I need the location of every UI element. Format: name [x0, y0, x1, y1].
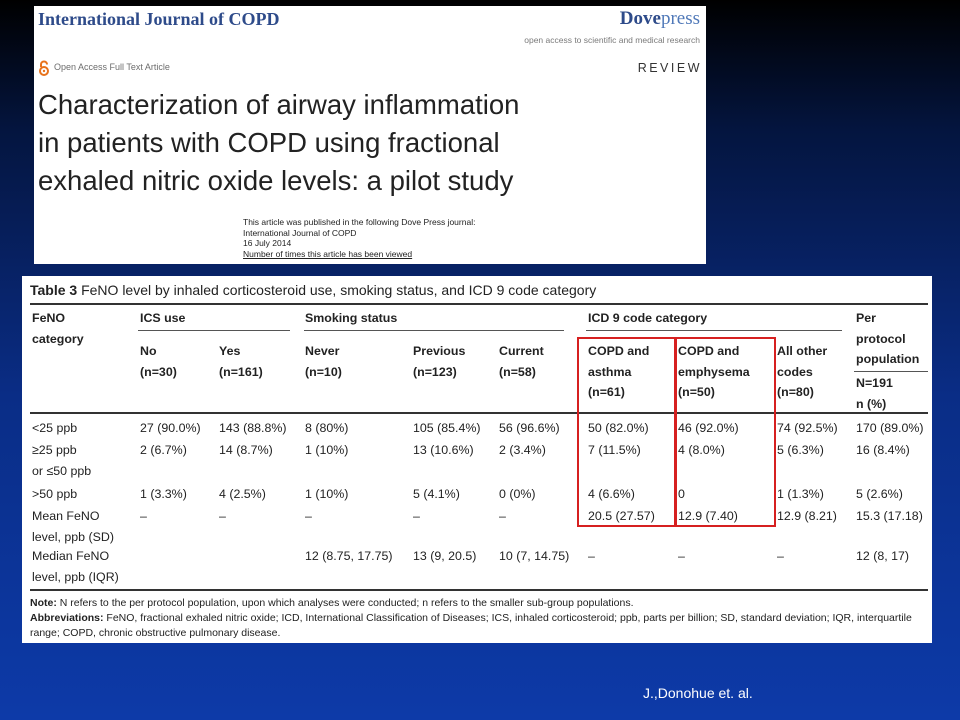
header-feno-category: FeNO category: [32, 311, 84, 346]
table-cell: 170 (89.0%): [856, 421, 924, 435]
table-cell: 13 (10.6%): [413, 443, 474, 457]
icd-group-rule: [586, 330, 842, 331]
table-cell: –: [499, 509, 506, 523]
row-label: <25 ppb: [32, 421, 78, 435]
table-cell: 15.3 (17.18): [856, 509, 923, 523]
header-per-protocol: Per protocol population: [856, 311, 920, 366]
highlight-box-copd-emphysema: [675, 337, 776, 527]
table-top-rule: [30, 303, 928, 305]
table-cell: 5 (6.3%): [777, 443, 824, 457]
table-cell: 56 (96.6%): [499, 421, 560, 435]
journal-name: International Journal of COPD: [38, 9, 280, 29]
table-cell: 1 (3.3%): [140, 487, 187, 501]
table-cell: 1 (10%): [305, 443, 349, 457]
table-panel: Table 3 FeNO level by inhaled corticoste…: [22, 276, 932, 643]
article-type: REVIEW: [637, 61, 702, 75]
table-cell: 105 (85.4%): [413, 421, 481, 435]
article-header: International Journal of COPD Dovepress …: [34, 6, 706, 264]
table-cell: 8 (80%): [305, 421, 349, 435]
table-cell: –: [588, 549, 595, 563]
subheader-smoking-never: Never (n=10): [305, 344, 342, 379]
table-cell: 20.5 (27.57): [588, 509, 655, 523]
table-cell: 13 (9, 20.5): [413, 549, 477, 563]
article-title: Characterization of airway inflammation …: [38, 86, 698, 200]
table-cell: 1 (1.3%): [777, 487, 824, 501]
table-notes: Note: N refers to the per protocol popul…: [30, 596, 928, 641]
table-cell: 12 (8, 17): [856, 549, 910, 563]
table-cell: 14 (8.7%): [219, 443, 273, 457]
subheader-copd-emphysema: COPD and emphysema (n=50): [678, 344, 750, 399]
subheader-all-other-codes: All other codes (n=80): [777, 344, 828, 399]
table-caption-text: FeNO level by inhaled corticosteroid use…: [77, 282, 597, 298]
highlight-box-copd-asthma: [577, 337, 676, 527]
table-cell: 12.9 (8.21): [777, 509, 837, 523]
table-cell: –: [140, 509, 147, 523]
publisher-logo-part1: Dove: [619, 8, 661, 29]
table-cell: 4 (2.5%): [219, 487, 266, 501]
article-title-line: in patients with COPD using fractional: [38, 127, 500, 158]
table-cell: 0: [678, 487, 685, 501]
table-cell: 16 (8.4%): [856, 443, 910, 457]
publisher-logo-part2: press: [660, 8, 700, 29]
table-note: Note: N refers to the per protocol popul…: [30, 597, 634, 609]
table-cell: 4 (8.0%): [678, 443, 725, 457]
publication-info: This article was published in the follow…: [243, 217, 475, 259]
subheader-smoking-previous: Previous (n=123): [413, 344, 466, 379]
table-cell: –: [678, 549, 685, 563]
publication-date: 16 July 2014: [243, 238, 292, 248]
publication-info-journal: International Journal of COPD: [243, 227, 357, 238]
header-smoking-status: Smoking status: [305, 311, 398, 325]
table-cell: 12 (8.75, 17.75): [305, 549, 393, 563]
table-cell: 0 (0%): [499, 487, 536, 501]
table-cell: –: [219, 509, 226, 523]
publisher-logo: Dovepress: [620, 8, 700, 30]
views-link[interactable]: Number of times this article has been vi…: [243, 248, 413, 259]
table-abbreviations: Abbreviations: FeNO, fractional exhaled …: [30, 612, 912, 639]
table-cell: 12.9 (7.40): [678, 509, 738, 523]
row-label: >50 ppb: [32, 487, 78, 501]
table-cell: 2 (3.4%): [499, 443, 546, 457]
row-label: Mean FeNO level, ppb (SD): [32, 509, 114, 544]
subheader-per-protocol-n: N=191 n (%): [856, 376, 893, 411]
publisher-tagline: open access to scientific and medical re…: [524, 35, 700, 45]
table-cell: –: [413, 509, 420, 523]
ics-group-rule: [138, 330, 290, 331]
table-cell: 2 (6.7%): [140, 443, 187, 457]
article-title-line: Characterization of airway inflammation: [38, 89, 520, 120]
subheader-smoking-current: Current (n=58): [499, 344, 544, 379]
open-access-lock-icon: [39, 60, 49, 76]
header-icd9-category: ICD 9 code category: [588, 311, 708, 325]
subheader-ics-yes: Yes (n=161): [219, 344, 263, 379]
table-cell: 10 (7, 14.75): [499, 549, 570, 563]
publication-info-line: This article was published in the follow…: [243, 217, 476, 227]
table-cell: 46 (92.0%): [678, 421, 739, 435]
row-label: ≥25 ppb or ≤50 ppb: [32, 443, 92, 478]
table-cell: 74 (92.5%): [777, 421, 838, 435]
table-cell: 50 (82.0%): [588, 421, 649, 435]
row-label: Median FeNO level, ppb (IQR): [32, 549, 119, 584]
table-cell: 7 (11.5%): [588, 443, 641, 457]
table-cell: –: [305, 509, 312, 523]
table-cell: 5 (2.6%): [856, 487, 903, 501]
table-bottom-rule: [30, 589, 928, 591]
table-caption-number: Table 3: [30, 282, 78, 298]
table-cell: 5 (4.1%): [413, 487, 460, 501]
article-title-line: exhaled nitric oxide levels: a pilot stu…: [38, 165, 514, 196]
table-cell: 27 (90.0%): [140, 421, 201, 435]
header-ics-use: ICS use: [140, 311, 186, 325]
table-cell: 4 (6.6%): [588, 487, 635, 501]
per-protocol-rule: [854, 371, 928, 372]
subheader-copd-asthma: COPD and asthma (n=61): [588, 344, 650, 399]
author-credit: J.,Donohue et. al.: [643, 685, 753, 701]
table-cell: 143 (88.8%): [219, 421, 287, 435]
table-cell: –: [777, 549, 784, 563]
smoking-group-rule: [304, 330, 564, 331]
header-bottom-rule: [30, 412, 928, 414]
table-caption: Table 3 FeNO level by inhaled corticoste…: [30, 282, 596, 298]
table-cell: 1 (10%): [305, 487, 349, 501]
open-access-label: Open Access Full Text Article: [54, 62, 170, 72]
subheader-ics-no: No (n=30): [140, 344, 177, 379]
